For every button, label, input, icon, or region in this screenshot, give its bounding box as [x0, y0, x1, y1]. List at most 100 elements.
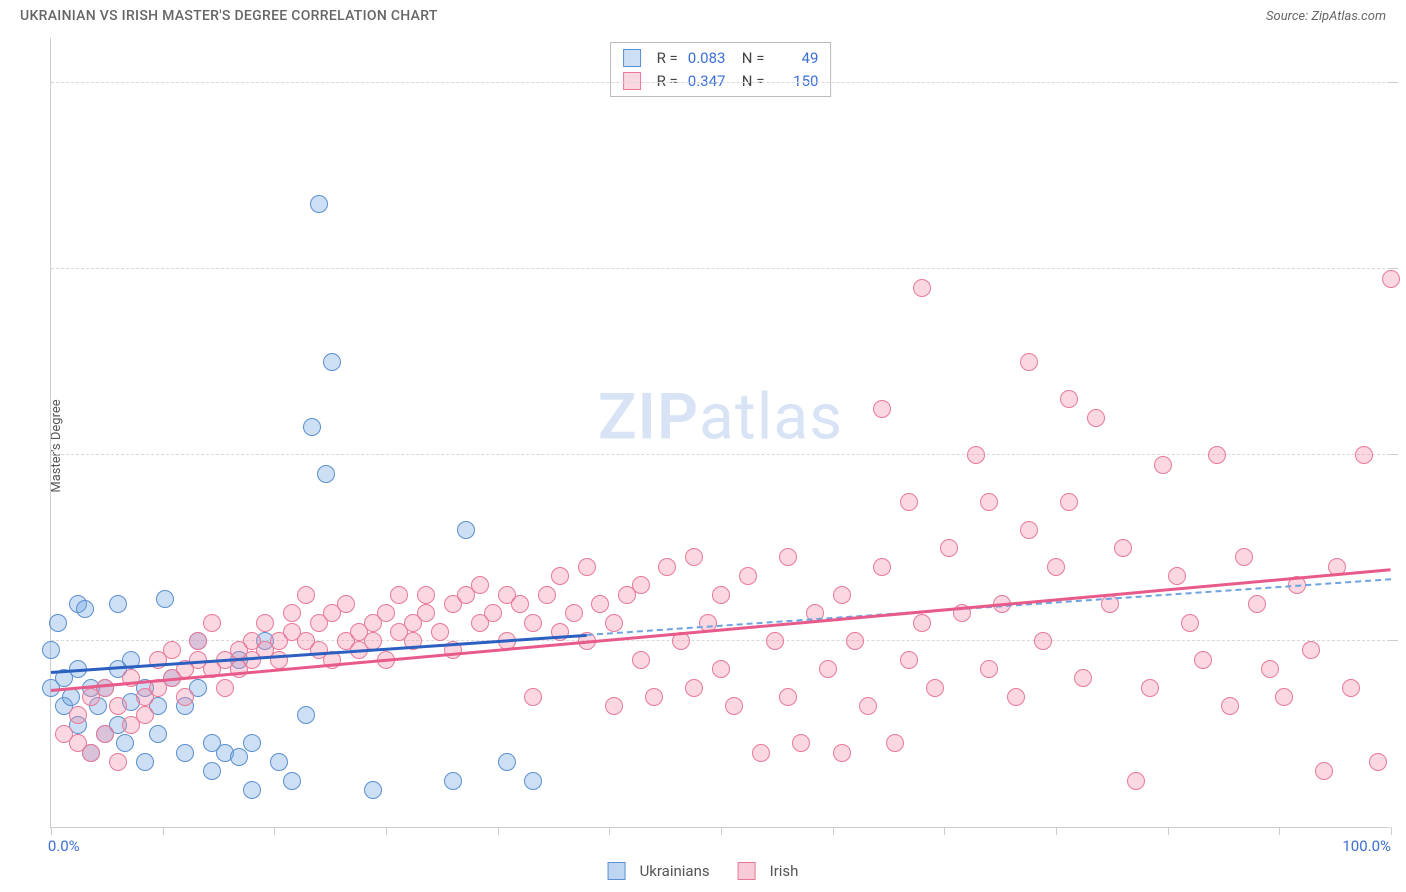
data-point-irish — [297, 586, 315, 604]
data-point-irish — [833, 744, 851, 762]
data-point-irish — [1087, 409, 1105, 427]
x-tick — [163, 827, 164, 835]
legend-swatch — [738, 862, 756, 880]
data-point-irish — [1235, 548, 1253, 566]
chart-title: UKRAINIAN VS IRISH MASTER'S DEGREE CORRE… — [20, 8, 438, 24]
data-point-irish — [524, 614, 542, 632]
x-tick — [1391, 827, 1392, 835]
data-point-irish — [658, 558, 676, 576]
data-point-irish — [203, 614, 221, 632]
data-point-ukrainians — [364, 781, 382, 799]
data-point-irish — [1302, 641, 1320, 659]
data-point-irish — [1074, 669, 1092, 687]
stats-row-irish: R =0.347N =150 — [623, 70, 819, 93]
data-point-ukrainians — [116, 734, 134, 752]
data-point-irish — [792, 734, 810, 752]
data-point-irish — [859, 697, 877, 715]
series-legend: Ukrainians Irish — [608, 862, 799, 880]
stat-r-ukrainians: 0.083 — [688, 47, 732, 70]
data-point-irish — [1221, 697, 1239, 715]
data-point-irish — [1355, 446, 1373, 464]
data-point-irish — [1261, 660, 1279, 678]
data-point-irish — [377, 604, 395, 622]
x-tick — [721, 827, 722, 835]
data-point-irish — [913, 279, 931, 297]
x-tick — [1056, 827, 1057, 835]
data-point-irish — [833, 586, 851, 604]
stats-legend-box: R =0.083N =49R =0.347N =150 — [610, 42, 832, 97]
data-point-irish — [926, 679, 944, 697]
data-point-irish — [163, 641, 181, 659]
data-point-irish — [337, 595, 355, 613]
x-tick — [274, 827, 275, 835]
legend-item: Irish — [738, 862, 799, 880]
data-point-ukrainians — [498, 753, 516, 771]
data-point-irish — [1342, 679, 1360, 697]
data-point-irish — [1141, 679, 1159, 697]
data-point-irish — [176, 688, 194, 706]
data-point-ukrainians — [323, 353, 341, 371]
y-tick — [1390, 82, 1398, 83]
data-point-irish — [725, 697, 743, 715]
data-point-irish — [216, 679, 234, 697]
data-point-irish — [980, 493, 998, 511]
data-point-irish — [524, 688, 542, 706]
data-point-irish — [189, 632, 207, 650]
data-point-ukrainians — [243, 781, 261, 799]
data-point-irish — [109, 753, 127, 771]
data-point-ukrainians — [310, 195, 328, 213]
data-point-ukrainians — [136, 753, 154, 771]
data-point-irish — [1047, 558, 1065, 576]
stats-row-ukrainians: R =0.083N =49 — [623, 47, 819, 70]
data-point-irish — [1007, 688, 1025, 706]
data-point-ukrainians — [109, 595, 127, 613]
data-point-ukrainians — [297, 706, 315, 724]
data-point-ukrainians — [243, 734, 261, 752]
data-point-irish — [739, 567, 757, 585]
data-point-irish — [685, 679, 703, 697]
x-tick — [51, 827, 52, 835]
data-point-irish — [913, 614, 931, 632]
stat-n-ukrainians: 49 — [774, 47, 818, 70]
data-point-irish — [1060, 493, 1078, 511]
data-point-irish — [270, 651, 288, 669]
data-point-irish — [685, 548, 703, 566]
data-point-irish — [846, 632, 864, 650]
legend-label: Ukrainians — [640, 862, 710, 880]
data-point-irish — [471, 576, 489, 594]
watermark: ZIPatlas — [598, 379, 843, 454]
data-point-irish — [1127, 772, 1145, 790]
source-credit: Source: ZipAtlas.com — [1266, 9, 1386, 24]
data-point-ukrainians — [457, 521, 475, 539]
data-point-irish — [69, 706, 87, 724]
data-point-irish — [551, 567, 569, 585]
gridline — [51, 268, 1390, 269]
data-point-irish — [645, 688, 663, 706]
data-point-irish — [632, 651, 650, 669]
data-point-irish — [1020, 353, 1038, 371]
data-point-irish — [1382, 270, 1400, 288]
data-point-ukrainians — [42, 641, 60, 659]
data-point-irish — [940, 539, 958, 557]
data-point-irish — [109, 697, 127, 715]
data-point-irish — [1208, 446, 1226, 464]
y-tick — [1390, 454, 1398, 455]
data-point-irish — [565, 604, 583, 622]
data-point-irish — [605, 697, 623, 715]
data-point-irish — [538, 586, 556, 604]
swatch-irish — [623, 72, 641, 90]
legend-label: Irish — [770, 862, 799, 880]
data-point-irish — [886, 734, 904, 752]
data-point-ukrainians — [444, 772, 462, 790]
x-tick-label: 0.0% — [48, 837, 80, 855]
data-point-irish — [873, 558, 891, 576]
data-point-irish — [632, 576, 650, 594]
data-point-irish — [1168, 567, 1186, 585]
data-point-ukrainians — [270, 753, 288, 771]
chart-container: ZIPatlas R =0.083N =49R =0.347N =150 20.… — [50, 38, 1390, 828]
data-point-irish — [1114, 539, 1132, 557]
data-point-ukrainians — [149, 725, 167, 743]
data-point-irish — [431, 623, 449, 641]
data-point-irish — [712, 586, 730, 604]
data-point-irish — [1060, 390, 1078, 408]
